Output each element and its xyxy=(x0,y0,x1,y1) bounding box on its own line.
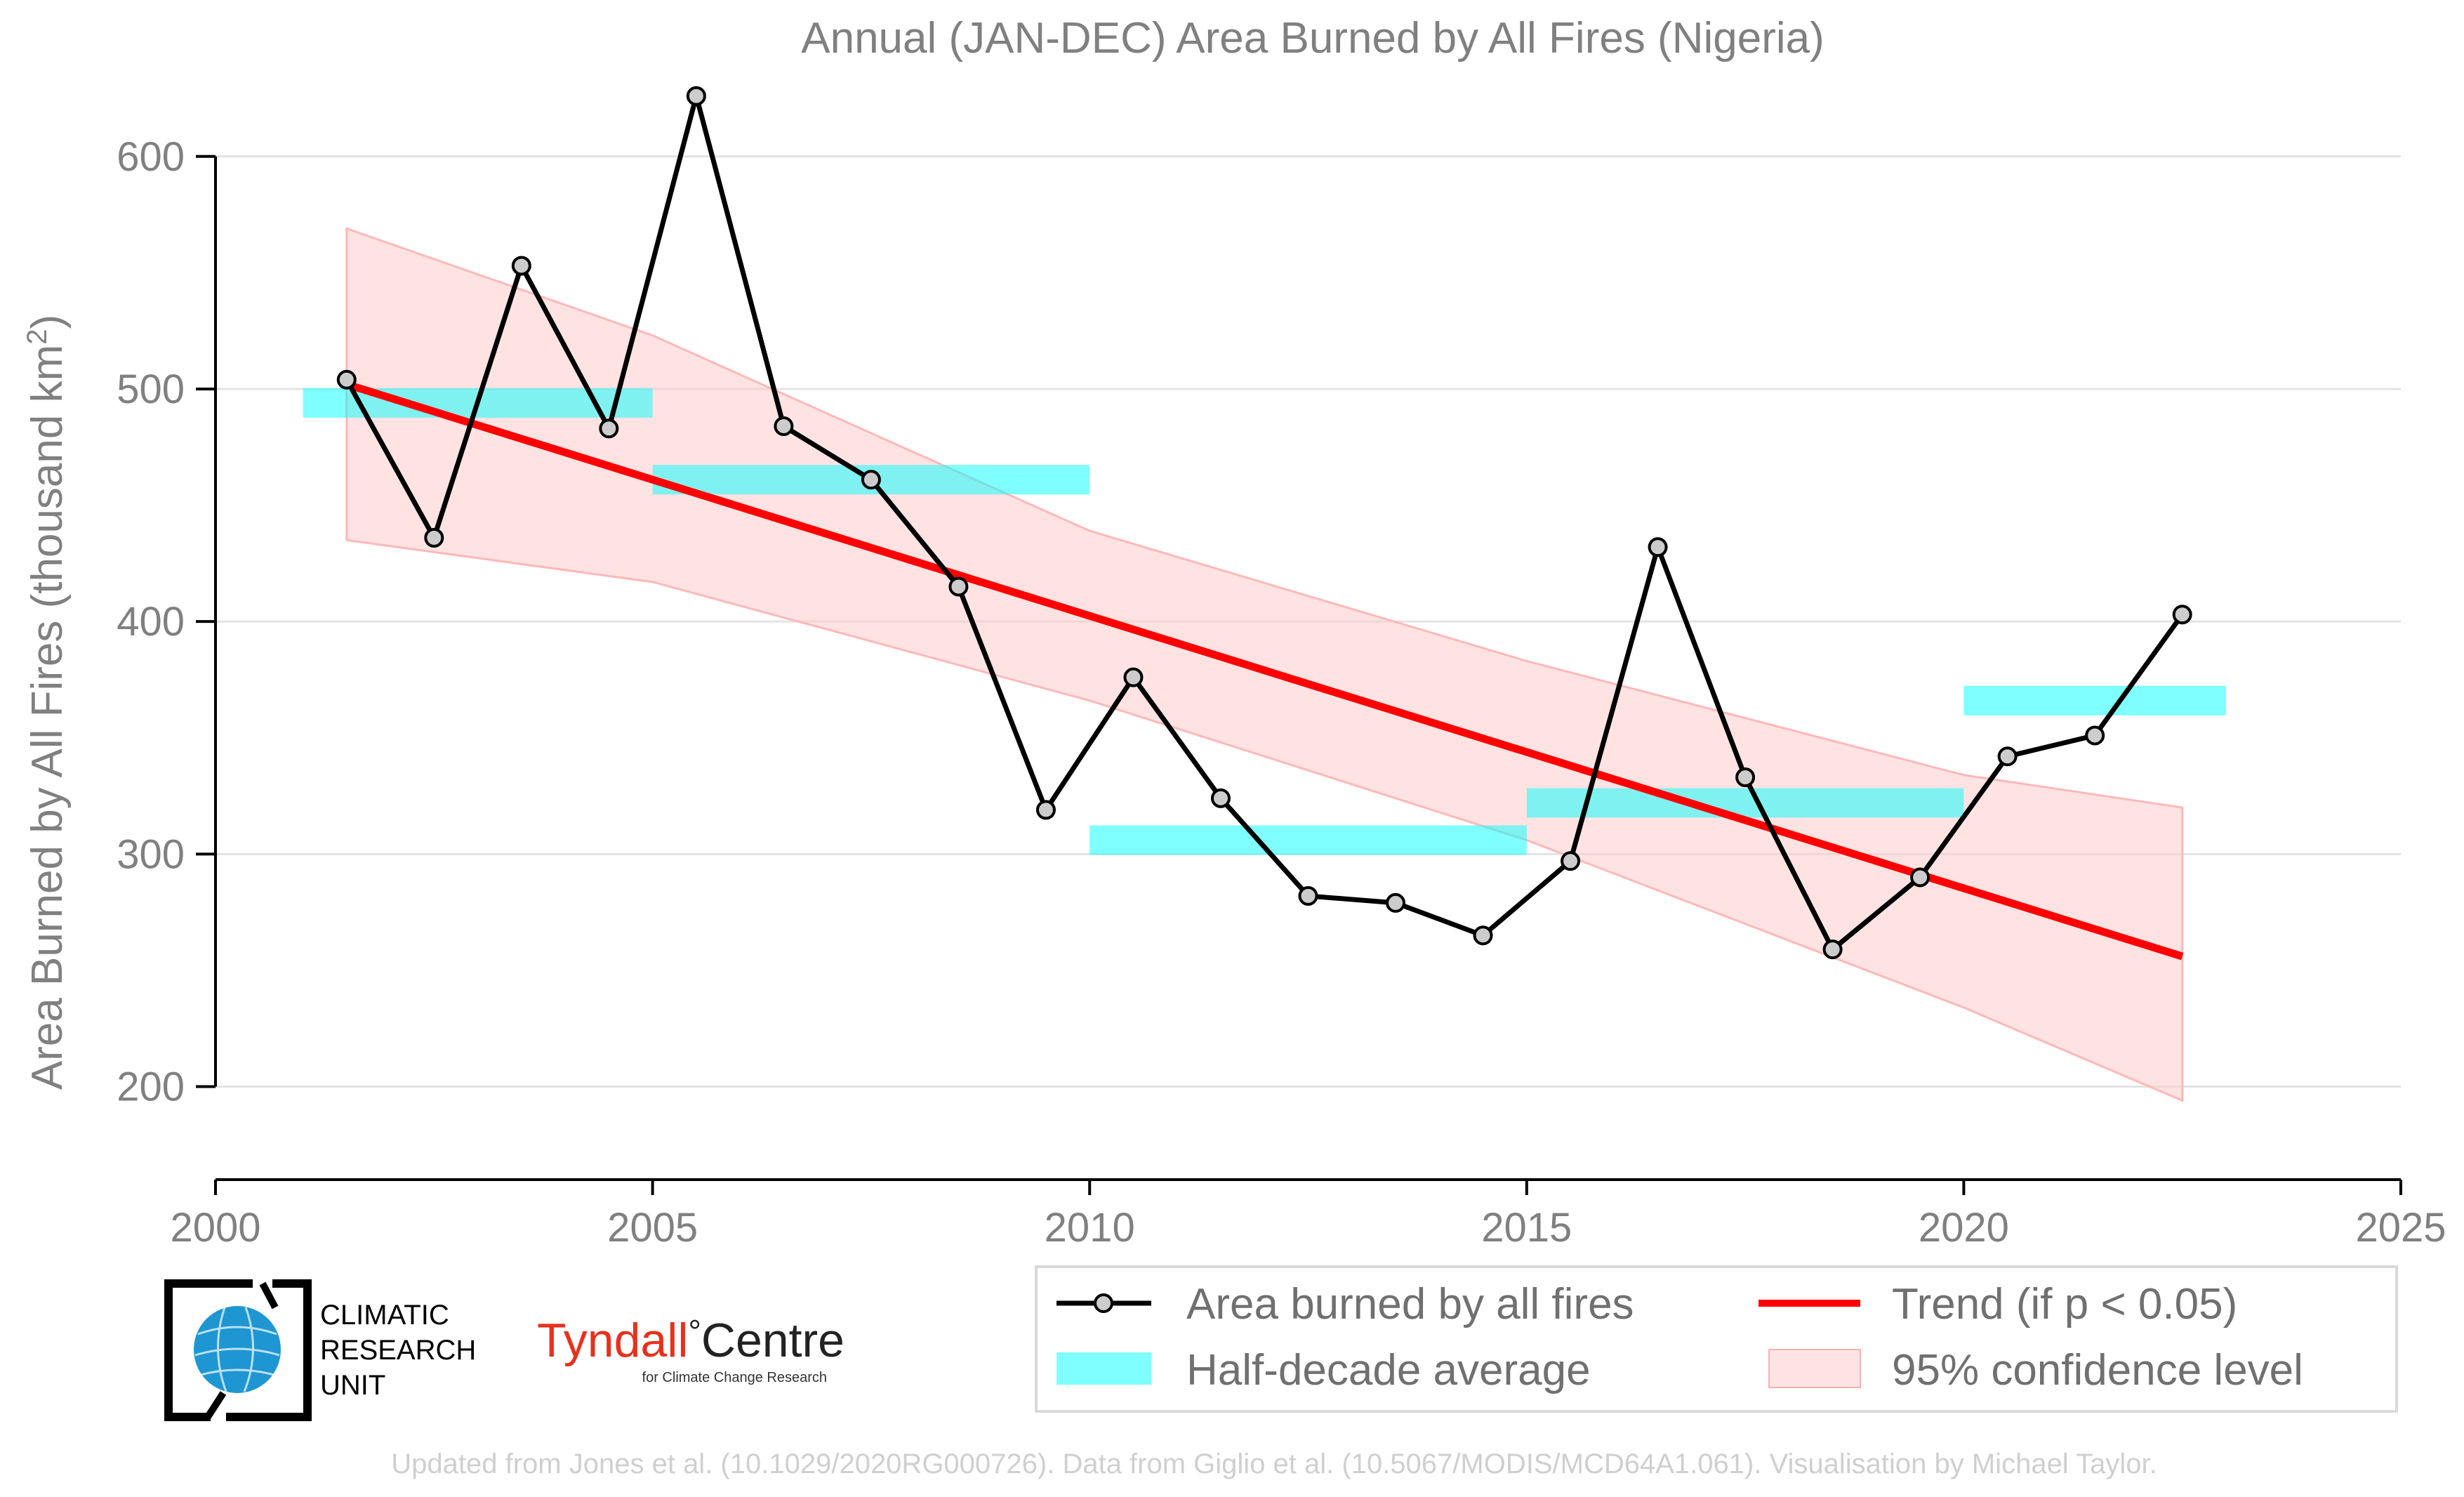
trend-layer xyxy=(345,381,2184,961)
data-point-2002.5 xyxy=(424,527,444,548)
x-tick-label-2025: 2025 xyxy=(2355,1205,2446,1251)
data-point-2022.5 xyxy=(2172,605,2192,625)
data-point-2019.5 xyxy=(1910,867,1930,888)
data-point-2005.5 xyxy=(686,86,706,106)
confidence-band-layer xyxy=(345,227,2184,1102)
chart-title: Annual (JAN-DEC) Area Burned by All Fire… xyxy=(801,14,1824,62)
data-point-2014.5 xyxy=(1473,925,1493,946)
series-layer xyxy=(336,86,2192,960)
data-point-2003.5 xyxy=(511,256,531,276)
data-point-2016.5 xyxy=(1648,537,1668,558)
y-axis-label-superscript: 2 xyxy=(22,329,53,345)
series-line-0 xyxy=(344,93,2185,952)
cru-logo-slash-bottom xyxy=(204,1391,227,1419)
x-tick-label-2015: 2015 xyxy=(1481,1205,1572,1251)
x-tick-label-2000: 2000 xyxy=(170,1205,260,1251)
y-tick-label-300: 300 xyxy=(117,831,185,877)
axes-layer: 200 300 400 500 600 2000 2005 2010 2015 2020 2025 xyxy=(117,134,2446,1251)
y-tick-label-200: 200 xyxy=(117,1064,185,1110)
data-point-2010.5 xyxy=(1123,667,1144,687)
cru-logo: CLIMATIC RESEARCH UNIT xyxy=(164,1279,476,1421)
half-decade-bar-2 xyxy=(1089,825,1527,855)
legend-ci-label: 95% confidence level xyxy=(1892,1346,2303,1394)
legend-area-label: Area burned by all fires xyxy=(1186,1280,1634,1328)
data-point-2008.5 xyxy=(948,576,969,597)
data-point-2017.5 xyxy=(1735,767,1756,788)
y-axis-label-main: Area Burned by All Fires (thousand km xyxy=(23,345,72,1090)
confidence-band xyxy=(345,227,2184,1102)
x-tick-label-2020: 2020 xyxy=(1919,1205,2009,1251)
half-decade-layer xyxy=(303,388,2226,855)
x-tick-label-2010: 2010 xyxy=(1045,1205,1135,1251)
data-point-2015.5 xyxy=(1561,851,1581,871)
legend-halfdecade-swatch xyxy=(1057,1352,1151,1385)
legend-box xyxy=(1035,1265,2398,1413)
data-point-2018.5 xyxy=(1822,939,1843,960)
footer-credit: Updated from Jones et al. (10.1029/2020R… xyxy=(391,1449,2157,1479)
y-tick-label-600: 600 xyxy=(117,134,185,180)
legend-halfdecade-label: Half-decade average xyxy=(1186,1346,1591,1394)
trend-line xyxy=(345,381,2184,961)
y-tick-label-500: 500 xyxy=(117,367,185,412)
cru-logo-text-line2: RESEARCH xyxy=(320,1335,476,1366)
y-axis-label: Area Burned by All Fires (thousand km2) xyxy=(22,315,72,1090)
data-point-2004.5 xyxy=(599,418,619,439)
data-point-2006.5 xyxy=(774,416,794,436)
tyndall-logo-degree: ° xyxy=(688,1313,701,1350)
cru-logo-text-line1: CLIMATIC xyxy=(320,1300,449,1331)
y-tick-label-400: 400 xyxy=(117,599,185,645)
legend-area-marker-swatch xyxy=(1094,1293,1113,1313)
y-axis-label-close: ) xyxy=(23,315,72,329)
data-point-2013.5 xyxy=(1386,892,1406,913)
x-tick-label-2005: 2005 xyxy=(607,1205,698,1251)
cru-logo-text-line3: UNIT xyxy=(320,1370,385,1401)
globe-grid-lines xyxy=(194,1307,280,1392)
cru-logo-frame xyxy=(164,1279,312,1421)
tyndall-logo-centre: Centre xyxy=(701,1314,844,1367)
tyndall-logo-subtitle: for Climate Change Research xyxy=(642,1370,827,1385)
tyndall-logo-text: Tyndall°Centre xyxy=(537,1313,844,1367)
legend-trend-label: Trend (if p < 0.05) xyxy=(1892,1280,2237,1328)
legend-ci-swatch xyxy=(1768,1349,1861,1388)
tyndall-logo-main: Tyndall xyxy=(537,1314,688,1367)
data-point-2011.5 xyxy=(1210,788,1231,808)
data-point-2012.5 xyxy=(1298,885,1318,906)
tyndall-logo: Tyndall°Centre for Climate Change Resear… xyxy=(537,1313,844,1385)
data-point-2001.5 xyxy=(336,369,357,390)
legend: Area burned by all fires Trend (if p < 0… xyxy=(1035,1265,2398,1413)
data-point-2009.5 xyxy=(1035,800,1056,820)
cru-logo-slash-top xyxy=(259,1281,279,1310)
half-decade-bar-4 xyxy=(1963,685,2226,715)
half-decade-bar-3 xyxy=(1526,788,1964,818)
data-point-2021.5 xyxy=(2085,725,2105,746)
data-point-2020.5 xyxy=(1997,746,2018,767)
data-point-2007.5 xyxy=(861,470,881,490)
